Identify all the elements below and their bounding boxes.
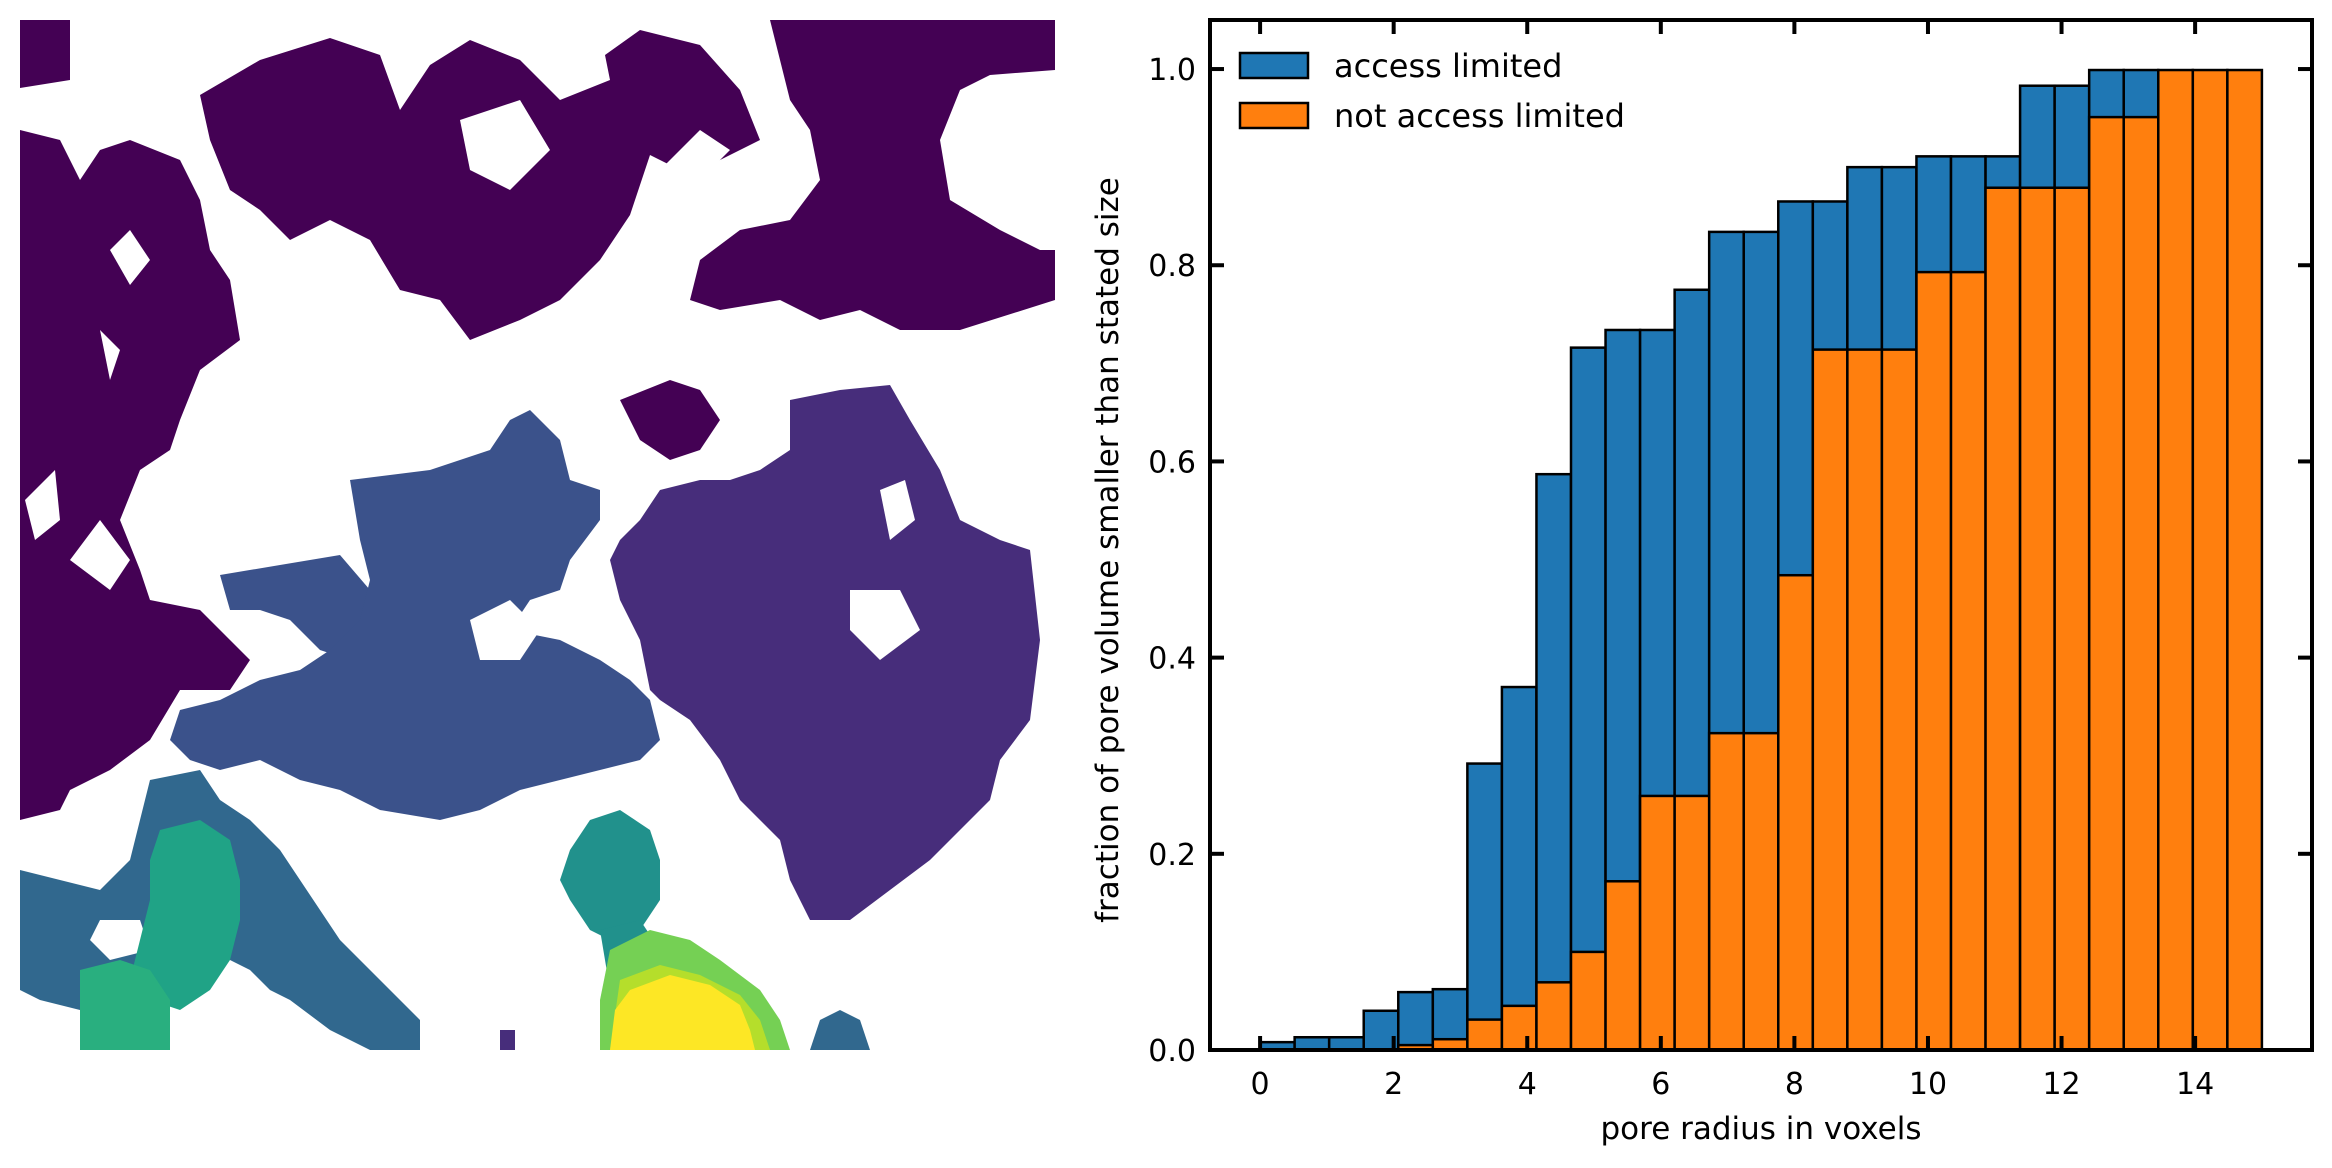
bar-access-limited-7 (1500, 685, 1538, 1052)
y-tick-label: 1.0 (1148, 53, 1196, 88)
axis-ticks: 0 2 4 6 8 10 12 14 0.0 0.2 0.4 0.6 0.8 1.0 (1148, 20, 2312, 1102)
bar-not-access-limited-14 (1742, 731, 1780, 1052)
chart: 0 2 4 6 8 10 12 14 0.0 0.2 0.4 0.6 0.8 1.0 pore radiu… (1090, 18, 2314, 1147)
pore-region-yellow (600, 930, 790, 1050)
legend-label-not-access-limited: not access limited (1334, 97, 1625, 135)
bar-not-access-limited-12 (1673, 794, 1711, 1052)
x-tick-label: 12 (2042, 1067, 2080, 1102)
bar-access-limited-8 (1535, 472, 1573, 1052)
x-tick-label: 8 (1785, 1067, 1804, 1102)
x-tick-label: 10 (1909, 1067, 1947, 1102)
bar-not-access-limited-17 (1846, 348, 1884, 1052)
bar-not-access-limited-28 (2226, 68, 2264, 1052)
y-tick-label: 0.2 (1148, 838, 1196, 873)
bar-not-access-limited-7 (1500, 1004, 1538, 1052)
y-tick-label: 0.6 (1148, 445, 1196, 480)
bar-not-access-limited-23 (2053, 186, 2091, 1052)
legend-swatch-not-access-limited (1238, 101, 1310, 130)
bar-not-access-limited-26 (2157, 68, 2195, 1052)
pore-segmentation-image (20, 20, 1055, 1050)
bar-not-access-limited-8 (1535, 981, 1573, 1052)
pore-region-dark-purple (20, 20, 1055, 820)
bar-not-access-limited-20 (1949, 270, 1987, 1052)
bar-not-access-limited-6 (1466, 1018, 1504, 1052)
y-axis-label: fraction of pore volume smaller than sta… (1090, 177, 1126, 923)
bar-not-access-limited-18 (1880, 348, 1918, 1052)
bar-not-access-limited-27 (2191, 68, 2229, 1052)
bar-not-access-limited-15 (1777, 573, 1815, 1052)
x-tick-label: 4 (1518, 1067, 1537, 1102)
bar-not-access-limited-21 (1984, 186, 2022, 1052)
bar-access-limited-9 (1569, 346, 1607, 1052)
bar-not-access-limited-11 (1638, 794, 1676, 1052)
pore-region-green (130, 820, 240, 1010)
bar-not-access-limited-9 (1569, 950, 1607, 1052)
y-tick-label: 0.8 (1148, 249, 1196, 284)
x-tick-label: 6 (1651, 1067, 1670, 1102)
bar-not-access-limited-10 (1604, 880, 1642, 1052)
y-tick-label: 0.4 (1148, 642, 1196, 677)
pore-region-blue (170, 410, 660, 820)
legend-swatch-access-limited (1238, 51, 1310, 80)
bar-not-access-limited-22 (2018, 186, 2056, 1052)
bar-not-access-limited-24 (2087, 115, 2125, 1052)
bar-not-access-limited-19 (1915, 270, 1953, 1052)
bar-not-access-limited-16 (1811, 348, 1849, 1052)
y-tick-label: 0.0 (1148, 1034, 1196, 1069)
x-axis-label: pore radius in voxels (1600, 1111, 1921, 1147)
series-not-access-limited (1397, 68, 2264, 1052)
bar-access-limited-4 (1397, 990, 1435, 1052)
bar-access-limited-6 (1466, 762, 1504, 1052)
legend-label-access-limited: access limited (1334, 47, 1562, 85)
plot-frame (1208, 18, 2314, 1052)
pore-region-light-green (80, 960, 170, 1050)
bar-not-access-limited-13 (1707, 731, 1745, 1052)
x-tick-label: 14 (2176, 1067, 2214, 1102)
x-tick-label: 0 (1251, 1067, 1270, 1102)
bar-not-access-limited-25 (2122, 115, 2160, 1052)
x-tick-label: 2 (1384, 1067, 1403, 1102)
legend: access limited not access limited (1238, 47, 1625, 135)
